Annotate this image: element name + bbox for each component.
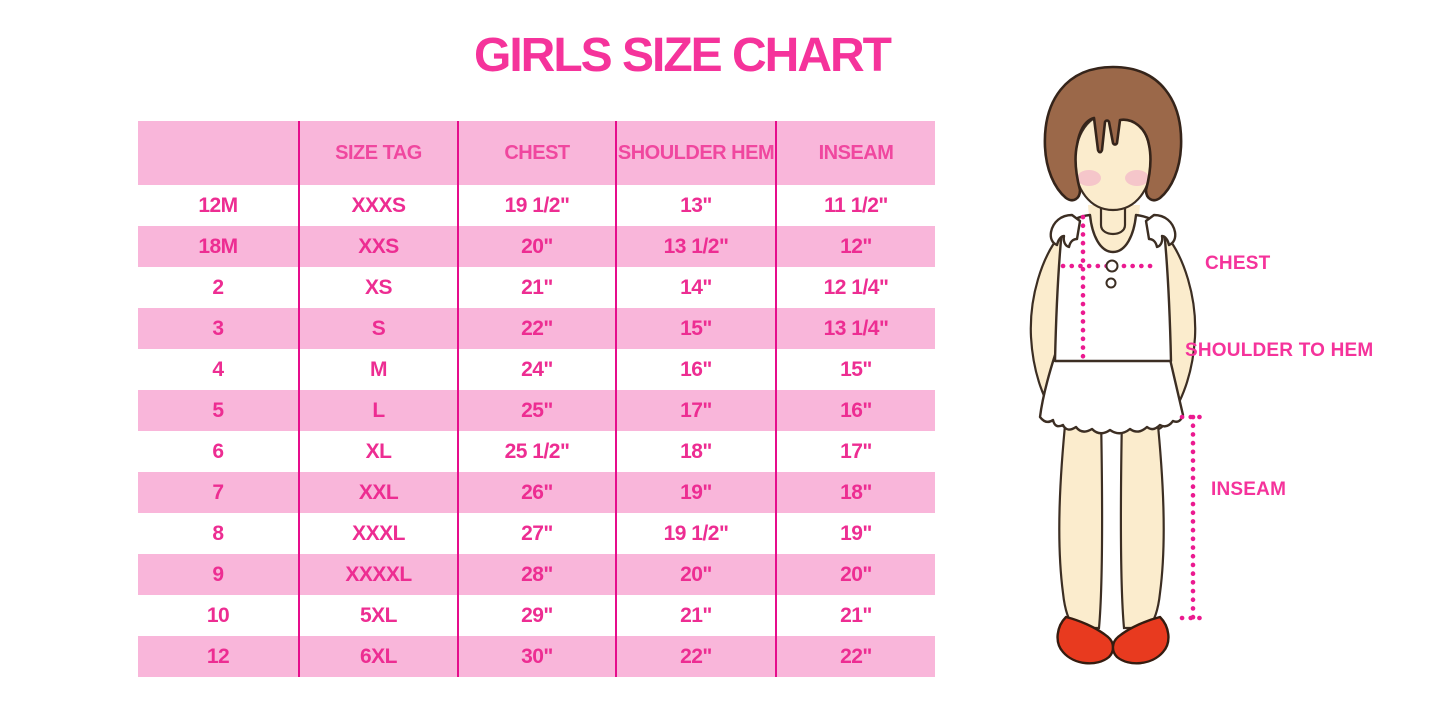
table-cell: 12 1/4" (775, 267, 935, 308)
table-cell: 22" (775, 636, 935, 677)
table-cell: 16" (615, 349, 775, 390)
table-cell: 18" (615, 431, 775, 472)
table-cell: 5 (138, 390, 298, 431)
table-cell: 15" (775, 349, 935, 390)
table-cell: 22" (457, 308, 615, 349)
table-cell: 4 (212, 357, 224, 381)
table-cell: 18M (138, 226, 298, 267)
table-cell: L (298, 390, 457, 431)
table-cell: 18" (775, 472, 935, 513)
table-cell: 12" (775, 226, 935, 267)
table-cell: 16" (775, 390, 935, 431)
table-cell: 20" (615, 554, 775, 595)
table-cell: 14" (615, 267, 775, 308)
left-shoe (1056, 615, 1115, 665)
table-cell: 25 1/2" (457, 431, 615, 472)
girl-hair (1043, 65, 1183, 202)
table-cell: 20" (775, 554, 935, 595)
bottom-button (1105, 277, 1117, 289)
girl-legs (1058, 413, 1165, 630)
table-cell: 7 (138, 472, 298, 513)
left-blush (1077, 170, 1101, 186)
table-cell: 19 1/2" (615, 513, 775, 554)
table-cell: 9 (138, 554, 298, 595)
table-cell: XXXXL (298, 554, 457, 595)
table-cell: 21" (457, 267, 615, 308)
top-button (1105, 259, 1119, 273)
table-cell: 26" (457, 472, 615, 513)
header-cell: SHOULDER HEM (615, 121, 775, 185)
table-cell: 27" (457, 513, 615, 554)
table-cell: 13 1/4" (775, 308, 935, 349)
table-cell: 12 (138, 636, 298, 677)
table-cell: 29" (457, 595, 615, 636)
table-cell: 6 (212, 439, 224, 463)
table-cell: 17" (775, 431, 935, 472)
page-title: GIRLS SIZE CHART (473, 29, 892, 82)
table-cell: 15" (615, 308, 775, 349)
table-cell: 28" (457, 554, 615, 595)
girl-illustration (1029, 65, 1207, 665)
header-cell: INSEAM (775, 121, 935, 185)
table-cell: 12M (198, 193, 238, 217)
table-cell: XL (298, 431, 457, 472)
chest-label: CHEST (1205, 253, 1271, 274)
table-cell: 21" (775, 595, 935, 636)
table-cell: XXL (298, 472, 457, 513)
table-cell: XXXL (298, 513, 457, 554)
table-cell: 21" (615, 595, 775, 636)
table-cell: 8 (212, 521, 224, 545)
table-cell: 10 (206, 603, 230, 627)
size-table: SIZE TAG CHEST SHOULDER HEM INSEAM 12M XXXS 19… (138, 121, 935, 677)
table-cell: 17" (615, 390, 775, 431)
table-cell: 3 (138, 308, 298, 349)
table-cell: 22" (615, 636, 775, 677)
inseam-label: INSEAM (1211, 479, 1287, 500)
table-cell: 11 1/2" (775, 185, 935, 226)
table-cell: XXXS (298, 185, 457, 226)
table-cell: 20" (457, 226, 615, 267)
table-cell: 5XL (298, 595, 457, 636)
girl-skirt (1038, 353, 1185, 435)
shoulder-to-hem-label: SHOULDER TO HEM (1185, 340, 1374, 361)
girl-shoulder-ruffles (1049, 213, 1177, 249)
table-cell: 13 1/2" (615, 226, 775, 267)
table-cell: 19" (615, 472, 775, 513)
table-cell: 24" (457, 349, 615, 390)
table-cell: XS (298, 267, 457, 308)
table-cell: 30" (457, 636, 615, 677)
header-cell (138, 121, 298, 185)
table-cell: 6XL (298, 636, 457, 677)
table-cell: 13" (615, 185, 775, 226)
table-cell: 2 (212, 275, 224, 299)
girl-shoes (1056, 615, 1170, 665)
table-cell: 25" (457, 390, 615, 431)
right-blush (1125, 170, 1149, 186)
table-cell: S (298, 308, 457, 349)
right-shoe (1111, 615, 1170, 665)
table-cell: 19" (775, 513, 935, 554)
header-cell: SIZE TAG (298, 121, 457, 185)
table-cell: M (298, 349, 457, 390)
table-cell: XXS (298, 226, 457, 267)
header-cell: CHEST (457, 121, 615, 185)
inseam-measure-line (1179, 414, 1207, 621)
table-cell: 19 1/2" (457, 185, 615, 226)
